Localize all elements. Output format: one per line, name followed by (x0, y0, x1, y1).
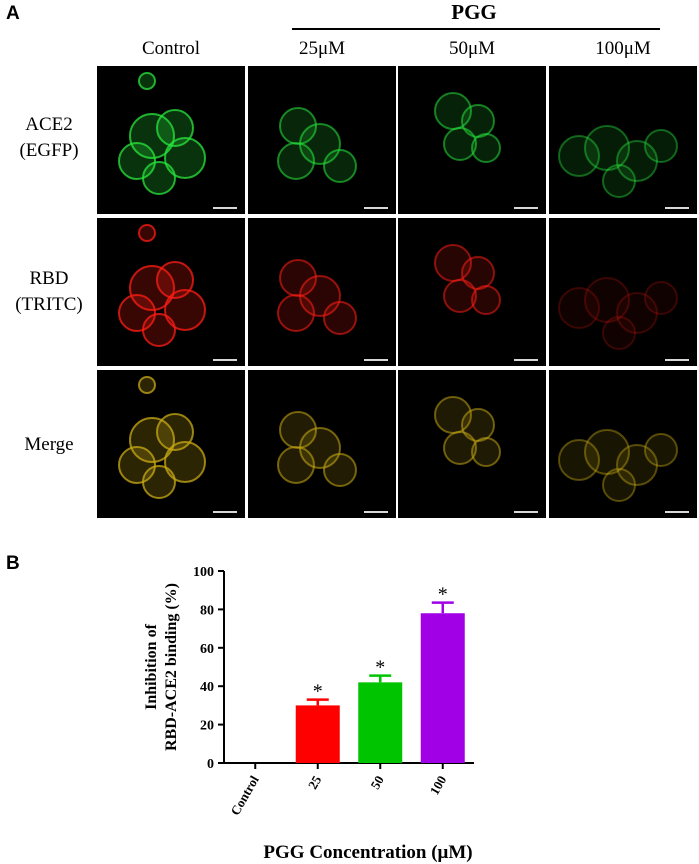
bar-100 (420, 613, 465, 763)
row-label-ace2-line2: (EGFP) (19, 140, 79, 161)
micrograph-red-3 (549, 218, 697, 366)
significance-marker-25: * (313, 681, 323, 703)
scale-bar (514, 359, 538, 361)
pgg-group-line (292, 28, 660, 30)
pgg-group-title: PGG (451, 0, 497, 24)
micrograph-merge-1 (248, 370, 396, 518)
significance-marker-100: * (438, 584, 448, 606)
scale-bar (665, 207, 689, 209)
scale-bar (665, 511, 689, 513)
micrograph-merge-3 (549, 370, 697, 518)
y-tick-label: 100 (193, 565, 214, 580)
y-tick-label: 80 (200, 603, 214, 618)
scale-bar (364, 207, 388, 209)
micrograph-red-1 (248, 218, 396, 366)
y-tick-label: 0 (207, 757, 214, 772)
column-label-control: Control (141, 38, 201, 59)
row-label-rbd-line1: RBD (29, 268, 69, 289)
micrograph-merge-2 (398, 370, 546, 518)
column-label-100um: 100μM (595, 38, 651, 59)
micrograph-green-3 (549, 66, 697, 214)
bar-25 (295, 705, 340, 763)
row-label-ace2-line1: ACE2 (25, 114, 73, 135)
bar-50 (358, 682, 403, 763)
panel-a-letter: A (6, 3, 20, 24)
row-label-merge: Merge (4, 432, 94, 458)
micrograph-green-1 (248, 66, 396, 214)
y-tick-label: 60 (200, 642, 214, 657)
scale-bar (364, 359, 388, 361)
scale-bar (514, 207, 538, 209)
micrograph-green-2 (398, 66, 546, 214)
significance-marker-50: * (375, 657, 385, 679)
y-axis-label-line1: Inhibition of (143, 623, 160, 709)
scale-bar (213, 207, 237, 209)
scale-bar (514, 511, 538, 513)
y-tick-label: 40 (200, 680, 214, 695)
x-tick-label-25: 25 (305, 773, 325, 792)
column-label-50um: 50μM (448, 38, 496, 59)
bar-chart: 0 20 40 60 80 100 Control 25 50 100 * * * Inhibitio… (143, 565, 474, 863)
micrograph-merge-0 (97, 370, 245, 518)
y-tick-label: 20 (200, 719, 214, 734)
row-label-ace2: ACE2 (EGFP) (4, 112, 94, 164)
chart-bars: * * * (295, 584, 465, 763)
x-axis-label: PGG Concentration (μM) (263, 842, 472, 863)
row-label-merge-line1: Merge (24, 434, 74, 455)
micrograph-red-0 (97, 218, 245, 366)
micrograph-red-2 (398, 218, 546, 366)
scale-bar (213, 511, 237, 513)
row-label-rbd-line2: (TRITC) (15, 294, 83, 315)
x-tick-label-Control: Control (227, 773, 262, 818)
row-label-rbd: RBD (TRITC) (4, 266, 94, 318)
panel-b-letter: B (6, 553, 20, 574)
micrograph-green-0 (97, 66, 245, 214)
scale-bar (364, 511, 388, 513)
x-tick-label-50: 50 (367, 773, 386, 792)
y-axis-label-line2: RBD-ACE2 binding (%) (163, 583, 180, 751)
scale-bar (665, 359, 689, 361)
column-label-25um: 25μM (298, 38, 346, 59)
scale-bar (213, 359, 237, 361)
x-tick-label-100: 100 (427, 773, 450, 797)
